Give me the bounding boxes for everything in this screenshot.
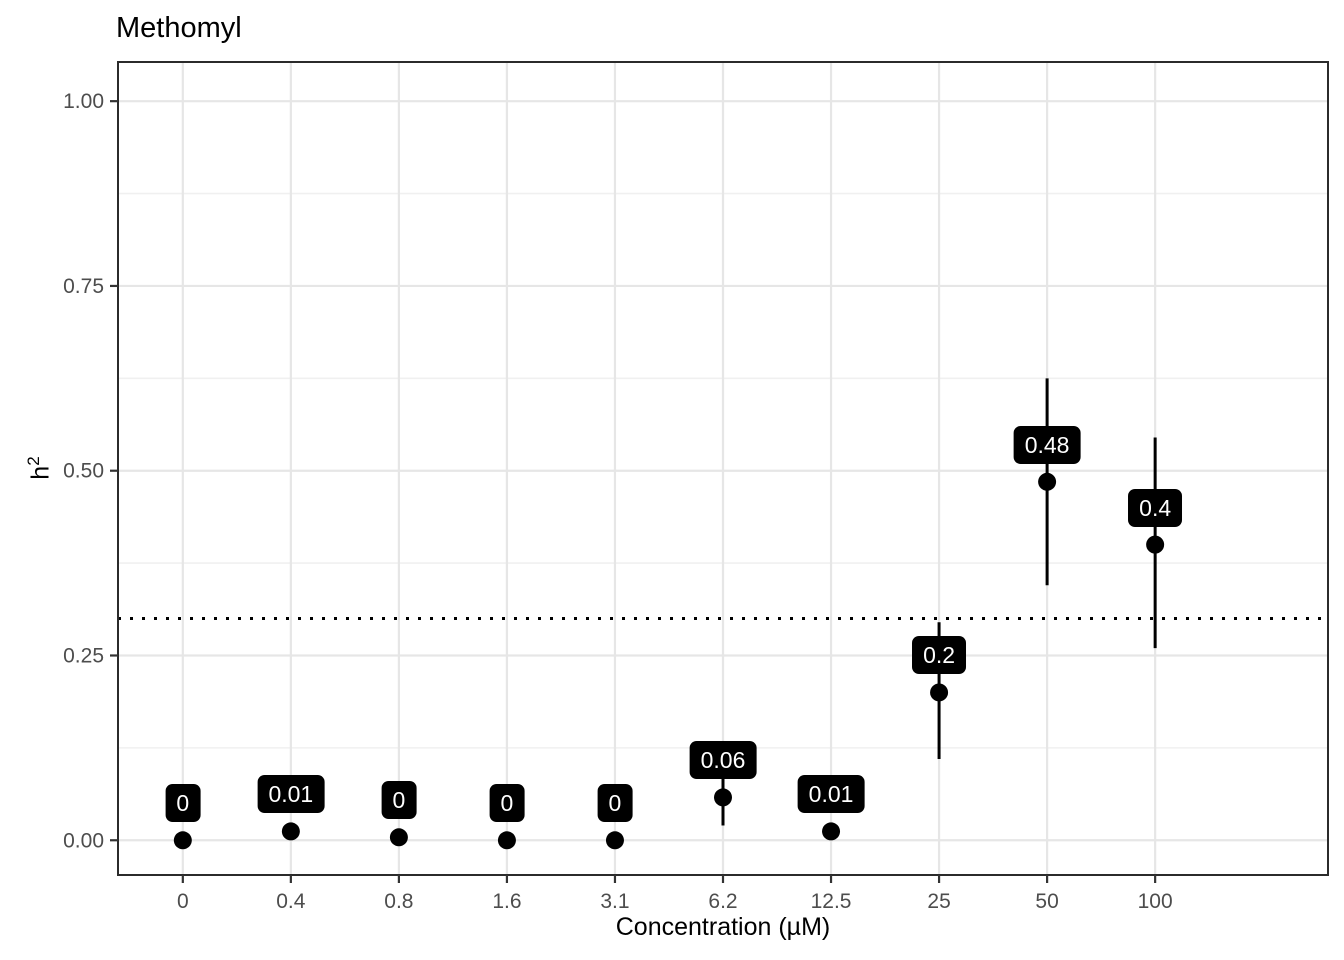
- value-label: 0.48: [1013, 425, 1081, 464]
- x-tick-label: 6.2: [708, 890, 737, 913]
- value-label: 0.01: [257, 775, 325, 814]
- y-tick-label: 0.50: [63, 460, 104, 483]
- data-point: [173, 831, 192, 850]
- plot-title: Methomyl: [116, 12, 242, 44]
- data-point: [822, 822, 841, 841]
- x-tick-label: 12.5: [811, 890, 852, 913]
- data-point: [1146, 535, 1165, 554]
- y-tick-label: 0.00: [63, 829, 104, 852]
- x-tick-label: 0.4: [276, 890, 306, 913]
- y-tick-label: 0.25: [63, 644, 104, 667]
- x-tick-label: 1.6: [492, 890, 521, 913]
- data-point: [1038, 472, 1057, 491]
- data-point: [389, 828, 408, 847]
- x-tick-label: 50: [1035, 890, 1058, 913]
- value-label: 0: [489, 784, 525, 823]
- data-point: [281, 822, 300, 841]
- value-label: 0.01: [797, 775, 865, 814]
- value-label: 0: [597, 784, 633, 823]
- value-label: 0.4: [1128, 488, 1183, 527]
- value-label: 0.06: [689, 741, 757, 780]
- x-tick-label: 0: [177, 890, 189, 913]
- data-point: [497, 831, 516, 850]
- x-tick-label: 25: [927, 890, 950, 913]
- y-tick-label: 0.75: [63, 275, 104, 298]
- x-tick-label: 100: [1138, 890, 1173, 913]
- x-tick-label: 3.1: [600, 890, 629, 913]
- data-point: [930, 683, 949, 702]
- value-label: 0.2: [912, 636, 967, 675]
- y-tick-label: 1.00: [63, 90, 104, 113]
- value-label: 0: [165, 784, 201, 823]
- x-axis-title: Concentration (µM): [615, 913, 831, 941]
- data-point: [714, 788, 732, 807]
- x-tick-label: 0.8: [384, 890, 413, 913]
- value-label: 0: [381, 781, 417, 820]
- data-point: [605, 831, 624, 850]
